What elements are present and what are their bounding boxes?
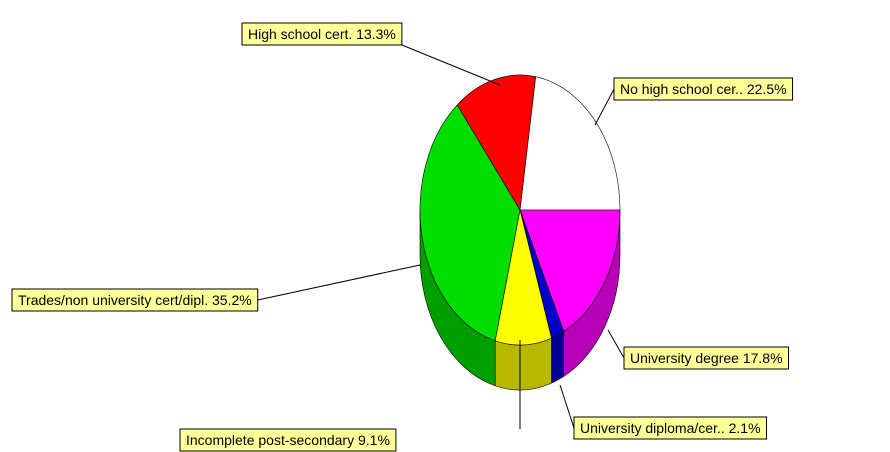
- label-text: High school cert. 13.3%: [248, 26, 396, 42]
- label-value: 13.3%: [356, 26, 396, 42]
- label-name: High school cert.: [248, 26, 352, 42]
- slice: [419, 104, 521, 342]
- label-name: University diploma/cer..: [580, 420, 725, 436]
- slice: [519, 209, 621, 332]
- label-name: No high school cer..: [620, 81, 743, 97]
- data-label: No high school cer.. 22.5%: [613, 77, 794, 101]
- label-name: Incomplete post-secondary: [186, 432, 354, 448]
- data-label: Trades/non university cert/dipl. 35.2%: [11, 288, 259, 312]
- label-box: [179, 428, 397, 452]
- label-name: University degree: [630, 350, 739, 366]
- label-name: Trades/non university cert/dipl.: [18, 292, 208, 308]
- leader-line: [257, 264, 421, 301]
- label-value: 9.1%: [358, 432, 390, 448]
- label-text: Trades/non university cert/dipl. 35.2%: [18, 292, 252, 308]
- slice-side: [551, 330, 565, 384]
- leader-line: [401, 44, 501, 86]
- slice: [519, 76, 621, 211]
- label-value: 17.8%: [743, 350, 783, 366]
- leader-line: [559, 384, 575, 429]
- data-label: High school cert. 13.3%: [241, 22, 403, 46]
- data-label: Incomplete post-secondary 9.1%: [179, 428, 397, 452]
- label-text: Incomplete post-secondary 9.1%: [186, 432, 390, 448]
- slice: [456, 74, 536, 211]
- leader-line: [607, 329, 625, 359]
- label-value: 35.2%: [212, 292, 252, 308]
- label-value: 2.1%: [729, 420, 761, 436]
- data-label: University diploma/cer.. 2.1%: [573, 416, 768, 440]
- label-text: University degree 17.8%: [630, 350, 783, 366]
- label-value: 22.5%: [747, 81, 787, 97]
- leader-line: [594, 88, 615, 126]
- label-text: No high school cer.. 22.5%: [620, 81, 787, 97]
- label-text: University diploma/cer.. 2.1%: [580, 420, 761, 436]
- slice-side: [494, 337, 552, 391]
- data-label: University degree 17.8%: [623, 346, 790, 370]
- label-box: [241, 22, 403, 46]
